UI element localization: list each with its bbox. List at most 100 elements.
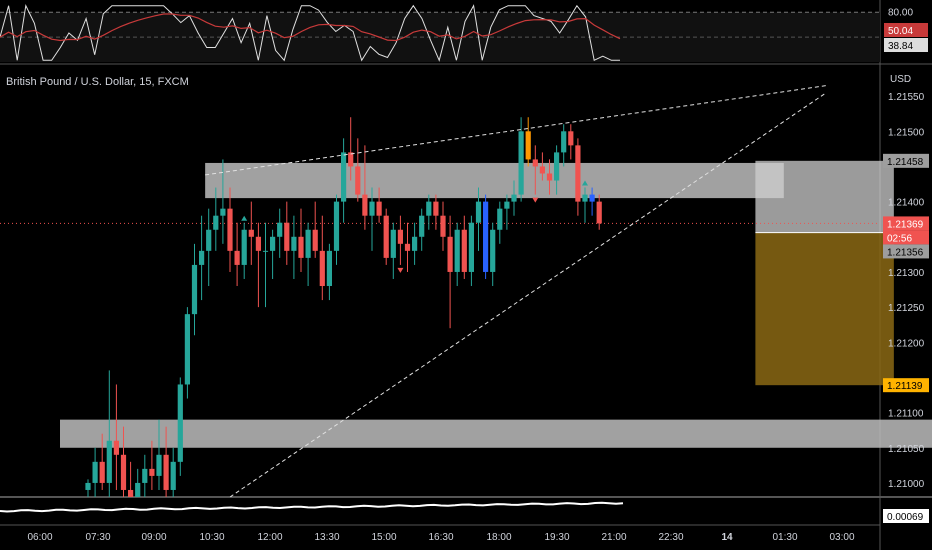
price-tag-target: 1.21139 <box>887 381 923 392</box>
candle-body <box>554 152 560 181</box>
time-tick-label: 19:30 <box>544 532 569 543</box>
price-tick-label: 1.21550 <box>888 92 925 103</box>
candle-body <box>461 229 467 272</box>
candle-body <box>539 166 545 174</box>
candle-body <box>206 229 212 251</box>
candle-body <box>213 215 219 230</box>
candle-body <box>319 250 325 287</box>
candle-body <box>135 482 141 497</box>
candle-body <box>525 131 531 160</box>
candle-body <box>270 236 276 251</box>
candles-group <box>85 117 602 497</box>
candle-body <box>312 229 318 251</box>
time-tick-label: 15:00 <box>371 532 396 543</box>
candle-body <box>106 440 112 483</box>
signal-up-marker <box>241 215 248 221</box>
take-profit-area <box>755 232 894 386</box>
oscillator-level-tag-bg <box>884 23 928 37</box>
candle-body <box>177 384 183 462</box>
candle-body <box>412 236 418 251</box>
candle-body <box>348 152 354 167</box>
signal-down-marker <box>532 197 539 203</box>
price-tag-stop: 1.21356 <box>887 247 924 258</box>
signal-down-marker <box>397 267 404 273</box>
price-tick-label: 1.21200 <box>888 338 925 349</box>
oscillator-level-tag-bg <box>884 38 928 52</box>
candle-body <box>156 454 162 476</box>
candle-body <box>305 229 311 258</box>
candle-body <box>475 201 482 223</box>
candle-body <box>85 482 91 490</box>
candle-body <box>355 166 361 195</box>
signal-up-marker <box>582 180 588 186</box>
candle-body <box>468 222 474 272</box>
candle-body <box>532 159 538 167</box>
currency-label[interactable]: USD <box>890 74 912 85</box>
price-tag-bg <box>883 378 929 393</box>
price-tag-bg <box>883 153 929 168</box>
candle-body <box>255 236 261 251</box>
time-tick-label: 18:00 <box>486 532 511 543</box>
time-tick-label: 14 <box>721 532 733 543</box>
time-tick-label: 22:30 <box>658 532 683 543</box>
candle-body <box>504 201 510 209</box>
candle-body <box>149 468 155 476</box>
price-tick-label: 1.21050 <box>888 444 925 455</box>
candle-body <box>234 250 240 265</box>
candle-body <box>362 194 368 216</box>
candle-body <box>561 131 567 153</box>
candle-body <box>369 201 375 216</box>
candle-body <box>390 229 396 258</box>
candle-body <box>326 250 332 287</box>
time-tick-label: 21:00 <box>601 532 626 543</box>
candle-body <box>142 468 148 483</box>
price-tag-countdown: 02:56 <box>887 233 912 244</box>
candle-body <box>511 194 517 202</box>
time-tick-label: 06:00 <box>27 532 52 543</box>
candle-body <box>383 215 389 258</box>
time-tick-label: 12:00 <box>257 532 282 543</box>
candle-body <box>440 215 446 237</box>
time-tick-label: 10:30 <box>199 532 224 543</box>
candle-body <box>397 229 403 244</box>
time-tick-label: 16:30 <box>428 532 453 543</box>
candle-body <box>220 208 226 216</box>
candle-body <box>298 236 304 258</box>
zone-rect <box>60 419 932 448</box>
price-tag-bg <box>883 244 929 259</box>
oscillator-band <box>0 12 880 63</box>
candle-body <box>163 454 169 490</box>
candle-body <box>199 250 205 265</box>
bottom-indicator-tag-bg <box>883 509 929 523</box>
candle-body <box>241 229 247 265</box>
candle-body <box>284 222 290 251</box>
price-tick-label: 1.21400 <box>888 198 925 209</box>
bottom-indicator-line <box>0 501 624 513</box>
candle-body <box>113 440 119 455</box>
candle-body <box>277 222 283 237</box>
candle-body <box>490 229 496 272</box>
candle-body <box>447 236 453 272</box>
candle-body <box>483 201 489 272</box>
stop-loss-area <box>755 160 894 233</box>
bottom-indicator-value: 0.00069 <box>887 512 924 523</box>
candle-body <box>248 229 254 237</box>
price-tick-label: 1.21300 <box>888 268 925 279</box>
candle-body <box>120 454 127 490</box>
trendline <box>229 92 827 498</box>
candle-body <box>184 314 190 385</box>
price-tick-label: 1.21250 <box>888 303 925 314</box>
symbol-title[interactable]: British Pound / U.S. Dollar, 15, FXCM <box>6 76 189 88</box>
price-tag-last: 1.21369 <box>887 219 924 230</box>
time-tick-label: 13:30 <box>314 532 339 543</box>
candle-body <box>518 131 524 195</box>
candle-body <box>433 201 439 216</box>
time-tick-label: 01:30 <box>772 532 797 543</box>
oscillator-level-label: 50.04 <box>888 26 913 37</box>
oscillator-fast-line <box>0 4 620 62</box>
candle-body <box>291 236 297 251</box>
candle-body <box>262 250 269 252</box>
price-tick-label: 1.21500 <box>888 127 925 138</box>
